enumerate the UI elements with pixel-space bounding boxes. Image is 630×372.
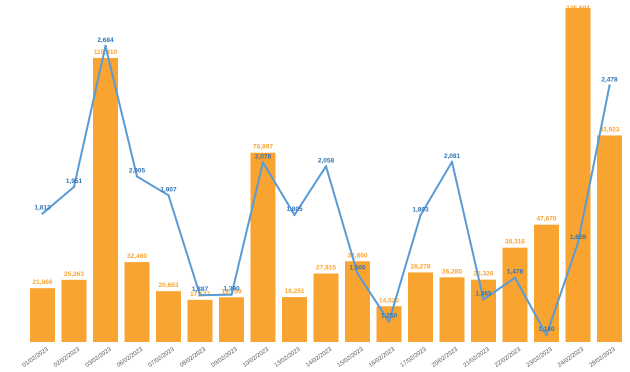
- bar-5: [187, 299, 213, 342]
- bar-value-label: 27,815: [316, 265, 336, 272]
- x-tick-label: 08/02/2023: [179, 346, 208, 369]
- bar-value-label: 26,285: [442, 268, 462, 275]
- bar-value-label: 135,694: [566, 5, 590, 12]
- bar-0: [30, 288, 55, 342]
- x-tick-label: 28/02/2023: [589, 346, 618, 369]
- line-value-label: 1,365: [475, 290, 492, 297]
- x-tick-label: 17/02/2023: [400, 346, 429, 369]
- line-value-label: 1,180: [538, 326, 555, 333]
- bar-14: [471, 279, 496, 342]
- line-value-label: 2,005: [129, 167, 146, 174]
- line-value-label: 1,387: [192, 286, 209, 293]
- line-value-label: 2,684: [97, 37, 114, 44]
- x-tick-label: 10/02/2023: [242, 346, 271, 369]
- bar-1: [61, 279, 87, 342]
- line-series: [41, 44, 611, 337]
- bar-3: [124, 262, 150, 342]
- bar-value-label: 25,326: [474, 271, 494, 278]
- line-value-label: 1,250: [381, 313, 398, 320]
- line-point-14: [482, 298, 485, 301]
- line-value-label: 2,058: [318, 157, 335, 164]
- bar-2: [93, 57, 118, 342]
- line-value-label: 2,078: [255, 153, 272, 160]
- x-axis-ticks: 01/02/2023 02/02/2023 03/02/2023 06/02/2023…: [22, 346, 618, 369]
- bar-series: [30, 8, 622, 342]
- line-value-label: 1,478: [507, 269, 524, 276]
- line-value-label: 1,803: [412, 206, 429, 213]
- bar-18: [597, 135, 622, 342]
- line-value-label: 1,390: [223, 286, 240, 293]
- line-value-label: 1,812: [34, 205, 51, 212]
- x-tick-label: 02/02/2023: [53, 346, 82, 369]
- line-point-13: [450, 160, 454, 164]
- bar-value-label: 25,263: [64, 271, 84, 278]
- line-point-11: [387, 320, 391, 323]
- x-tick-label: 16/02/2023: [368, 346, 397, 369]
- line-point-4: [167, 194, 170, 197]
- line-value-label: 2,478: [601, 77, 618, 84]
- bar-value-label: 18,251: [285, 288, 305, 295]
- x-tick-label: 06/02/2023: [116, 346, 145, 369]
- line-point-10: [356, 272, 359, 275]
- bar-value-label: 32,460: [127, 253, 147, 260]
- bar-value-label: 20,653: [159, 282, 179, 289]
- bar-8: [282, 297, 307, 342]
- line-point-18: [608, 84, 611, 87]
- line-label-group: 1,812 1,951 2,684 2,005 1,907 1,387 1,390 2,078…: [34, 37, 618, 333]
- x-tick-label: 21/02/2023: [463, 346, 492, 369]
- bar-12: [408, 272, 433, 342]
- bar-9: [313, 273, 339, 342]
- bar-value-label: 28,278: [411, 263, 431, 270]
- line-point-9: [324, 165, 328, 168]
- line-point-12: [419, 214, 422, 217]
- bar-17: [565, 8, 591, 342]
- x-tick-label: 22/02/2023: [494, 346, 523, 369]
- bar-value-label: 115,410: [94, 49, 118, 56]
- line-point-7: [261, 161, 265, 164]
- bar-value-label: 14,520: [379, 297, 399, 304]
- bar-value-label: 47,670: [537, 216, 557, 223]
- line-point-8: [293, 213, 296, 217]
- line-point-1: [72, 185, 76, 189]
- x-tick-label: 20/02/2023: [431, 346, 460, 369]
- line-point-0: [41, 212, 44, 215]
- bar-value-label: 76,897: [253, 144, 273, 151]
- line-point-3: [135, 175, 139, 178]
- line-point-16: [545, 333, 548, 337]
- line-point-6: [230, 293, 233, 296]
- line-value-label: 2,081: [444, 153, 461, 160]
- line-value-label: 1,951: [66, 178, 83, 185]
- x-tick-label: 23/02/2023: [526, 346, 555, 369]
- line-value-label: 1,659: [570, 234, 587, 241]
- x-tick-label: 15/02/2023: [337, 346, 366, 369]
- x-tick-label: 07/02/2023: [148, 346, 177, 369]
- bar-13: [439, 277, 465, 342]
- bar-4: [156, 291, 181, 342]
- line-point-15: [513, 276, 517, 279]
- x-tick-label: 01/02/2023: [22, 346, 51, 369]
- x-tick-label: 13/02/2023: [274, 346, 303, 369]
- x-tick-label: 09/02/2023: [211, 346, 240, 369]
- line-point-5: [198, 294, 202, 297]
- bar-value-label: 83,923: [600, 126, 620, 133]
- line-value-label: 1,500: [349, 265, 366, 272]
- bar-6: [219, 297, 244, 342]
- line-value-label: 1,805: [286, 206, 303, 213]
- bar-value-label: 21,866: [33, 279, 53, 286]
- bar-value-label: 38,316: [505, 239, 525, 246]
- bar-16: [534, 224, 559, 342]
- bar-value-label: 32,800: [348, 252, 368, 259]
- bar-7: [250, 152, 276, 342]
- bar-11: [376, 306, 402, 342]
- x-tick-label: 03/02/2023: [85, 346, 114, 369]
- line-point-17: [576, 241, 580, 245]
- x-tick-label: 14/02/2023: [305, 346, 334, 369]
- x-tick-label: 24/02/2023: [557, 346, 586, 369]
- line-point-2: [104, 44, 107, 48]
- line-value-label: 1,907: [160, 186, 177, 193]
- bar-label-group: 21,86625,263115,41032,46020,65317,12718,…: [33, 5, 620, 304]
